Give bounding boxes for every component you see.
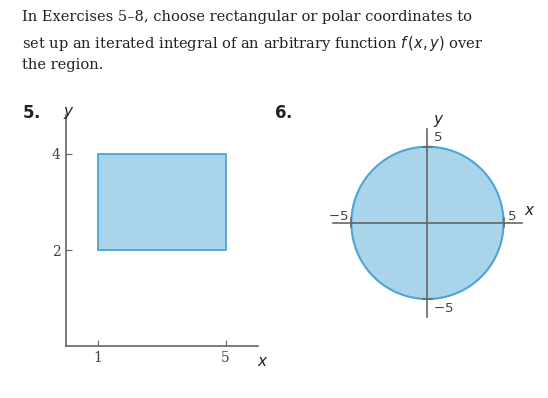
Text: $-5$: $-5$ [328, 209, 349, 222]
Polygon shape [351, 147, 504, 299]
Text: $5$: $5$ [506, 209, 516, 222]
Text: $\mathbf{6.}$: $\mathbf{6.}$ [274, 105, 292, 123]
Text: the region.: the region. [22, 58, 103, 72]
Text: $\mathbf{5.}$: $\mathbf{5.}$ [22, 105, 40, 123]
Text: $-5$: $-5$ [433, 302, 453, 315]
Text: $y$: $y$ [433, 113, 444, 129]
Text: $x$: $x$ [256, 355, 268, 369]
Text: set up an iterated integral of an arbitrary function $f\,(x, y)$ over: set up an iterated integral of an arbitr… [22, 34, 483, 53]
Bar [98, 154, 226, 250]
Text: In Exercises 5–8, choose rectangular or polar coordinates to: In Exercises 5–8, choose rectangular or … [22, 10, 472, 24]
Text: $x$: $x$ [524, 204, 535, 219]
Text: $y$: $y$ [63, 105, 75, 121]
Text: $5$: $5$ [433, 131, 442, 144]
